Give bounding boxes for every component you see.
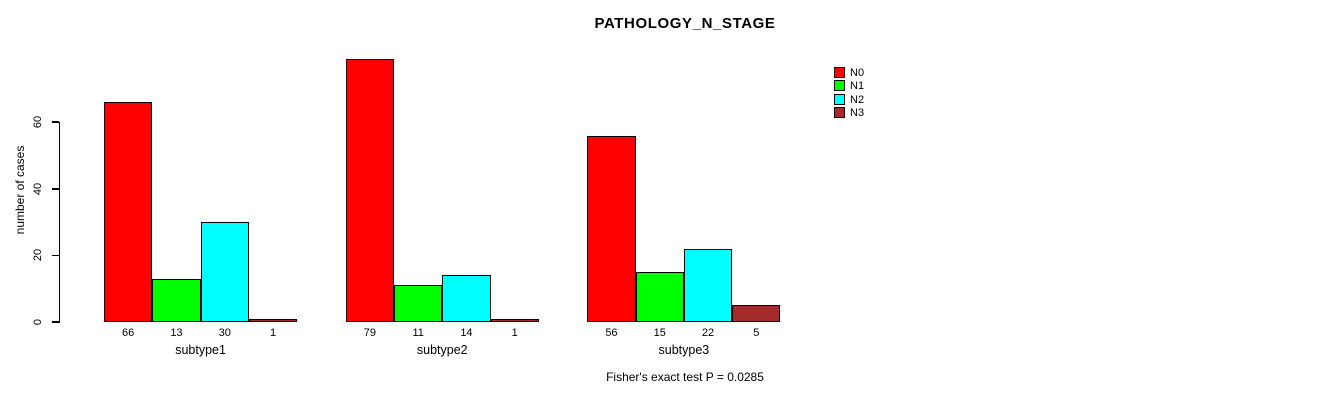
legend-swatch-n2 [834, 93, 845, 105]
group-label-subtype2: subtype2 [416, 343, 468, 357]
bar-n3-subtype1 [248, 318, 298, 322]
y-tick-mark [51, 321, 59, 323]
chart-title: PATHOLOGY_N_STAGE [594, 15, 776, 32]
y-tick-mark [51, 121, 59, 123]
legend-label: N1 [850, 80, 865, 93]
bar-value-label: 11 [412, 326, 424, 339]
y-tick-label: 20 [32, 249, 44, 262]
legend-label: N0 [850, 67, 865, 79]
legend-swatch-n0 [834, 67, 845, 78]
bar-value-label: 30 [218, 326, 231, 339]
bar-n2-subtype3 [683, 248, 733, 322]
legend-swatch-n1 [834, 80, 845, 92]
legend-swatch-n3 [834, 107, 845, 119]
bar-value-label: 14 [460, 326, 473, 339]
bar-n1-subtype1 [152, 278, 201, 322]
group-label-subtype3: subtype3 [658, 343, 710, 357]
y-tick-mark [51, 254, 59, 257]
legend-label: N3 [850, 107, 865, 120]
bar-value-label: 15 [653, 326, 666, 339]
bar-value-label: 56 [605, 326, 618, 339]
bar-n3-subtype3 [732, 305, 781, 322]
bar-n1-subtype2 [394, 285, 443, 322]
bar-value-label: 5 [753, 326, 760, 339]
fisher-test-annotation: Fisher's exact test P = 0.0285 [606, 370, 764, 384]
group-label-subtype1: subtype1 [175, 343, 226, 357]
bar-n0-subtype2 [345, 58, 394, 322]
bar-n0-subtype3 [587, 135, 636, 322]
bar-value-label: 1 [511, 326, 518, 339]
bar-n3-subtype2 [490, 318, 539, 322]
bar-n2-subtype1 [200, 222, 249, 322]
y-axis-line [58, 121, 60, 323]
bar-value-label: 1 [269, 326, 277, 339]
bar-n0-subtype1 [104, 102, 153, 322]
y-tick-label: 40 [32, 182, 44, 195]
y-tick-label: 60 [32, 116, 44, 129]
bar-n2-subtype2 [442, 275, 491, 322]
bar-value-label: 22 [701, 326, 715, 339]
bar-value-label: 66 [122, 326, 135, 339]
y-axis-label: number of cases [13, 145, 27, 235]
bar-value-label: 13 [170, 326, 183, 339]
legend-label: N2 [850, 93, 865, 106]
y-tick-label: 0 [32, 318, 44, 326]
bar-value-label: 79 [363, 326, 376, 339]
bar-n1-subtype3 [635, 272, 684, 322]
y-tick-mark [51, 188, 59, 190]
